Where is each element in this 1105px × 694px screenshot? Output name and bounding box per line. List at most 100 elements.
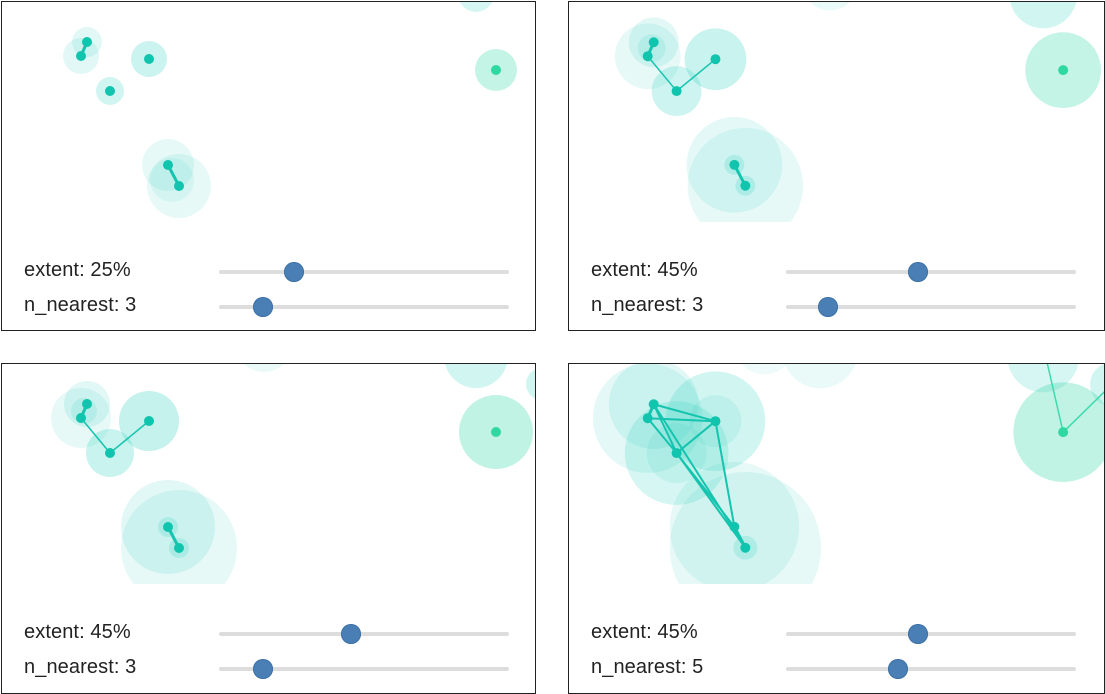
node-halo bbox=[526, 369, 535, 399]
edge bbox=[675, 452, 747, 549]
edge bbox=[646, 55, 678, 92]
node[interactable] bbox=[740, 542, 751, 553]
edge bbox=[652, 403, 747, 549]
node[interactable] bbox=[729, 159, 740, 170]
edge bbox=[80, 417, 111, 454]
n-nearest-slider[interactable] bbox=[219, 659, 509, 679]
edge bbox=[652, 403, 717, 423]
extent-slider-thumb[interactable] bbox=[284, 262, 305, 282]
node[interactable] bbox=[1058, 427, 1069, 438]
extent-slider[interactable] bbox=[786, 262, 1076, 282]
node-halo bbox=[1008, 364, 1079, 393]
n-nearest-label: n_nearest: 5 bbox=[591, 656, 704, 678]
n-nearest-slider-thumb[interactable] bbox=[818, 297, 839, 317]
node[interactable] bbox=[144, 416, 154, 426]
extent-slider[interactable] bbox=[219, 262, 509, 282]
extent-slider[interactable] bbox=[786, 624, 1076, 644]
node-halo bbox=[121, 490, 237, 584]
node-halo bbox=[741, 364, 787, 375]
edge bbox=[652, 403, 678, 455]
panel-1: extent: 25% n_nearest: 3 bbox=[1, 1, 536, 331]
extent-slider-thumb[interactable] bbox=[340, 624, 361, 644]
extent-label: extent: 45% bbox=[591, 259, 698, 281]
extent-value: 45% bbox=[657, 259, 698, 281]
n-nearest-value: 3 bbox=[125, 294, 137, 316]
node[interactable] bbox=[163, 160, 173, 170]
panel-3: extent: 45% n_nearest: 3 bbox=[1, 363, 536, 694]
node[interactable] bbox=[491, 65, 501, 75]
network-visualization bbox=[614, 2, 1102, 222]
node[interactable] bbox=[82, 37, 92, 47]
n-nearest-control: n_nearest: 3 bbox=[24, 291, 514, 321]
node[interactable] bbox=[144, 54, 154, 64]
node[interactable] bbox=[710, 54, 721, 65]
node-halo bbox=[687, 127, 804, 222]
extent-slider-thumb[interactable] bbox=[907, 624, 928, 644]
node[interactable] bbox=[174, 543, 184, 553]
node[interactable] bbox=[174, 181, 184, 191]
n-nearest-slider-thumb[interactable] bbox=[252, 297, 273, 317]
extent-control: extent: 45% bbox=[591, 256, 1081, 286]
node[interactable] bbox=[642, 51, 653, 62]
edge bbox=[1062, 391, 1104, 433]
node[interactable] bbox=[76, 51, 86, 61]
node[interactable] bbox=[1058, 65, 1069, 76]
node-halo bbox=[1010, 2, 1077, 29]
network-visualization bbox=[51, 364, 535, 584]
node[interactable] bbox=[710, 416, 721, 427]
node-halo bbox=[459, 2, 493, 12]
node-halo bbox=[150, 158, 194, 202]
extent-value: 45% bbox=[657, 621, 698, 643]
node[interactable] bbox=[671, 86, 682, 97]
edge bbox=[675, 420, 717, 455]
node-layer bbox=[642, 399, 1069, 553]
node-layer bbox=[642, 37, 1069, 191]
node[interactable] bbox=[740, 180, 751, 191]
node-halo bbox=[445, 364, 507, 388]
n-nearest-control: n_nearest: 3 bbox=[24, 653, 514, 683]
extent-label: extent: 45% bbox=[591, 621, 698, 643]
panel-4: extent: 45% n_nearest: 5 bbox=[568, 363, 1105, 694]
extent-label: extent: 25% bbox=[24, 259, 131, 281]
edge bbox=[646, 417, 678, 455]
node[interactable] bbox=[648, 37, 659, 48]
node[interactable] bbox=[105, 86, 115, 96]
node[interactable] bbox=[491, 427, 501, 437]
edge bbox=[1046, 364, 1064, 433]
node[interactable] bbox=[163, 522, 173, 532]
network-visualization bbox=[592, 364, 1104, 584]
n-nearest-slider[interactable] bbox=[786, 297, 1076, 317]
extent-control: extent: 45% bbox=[591, 618, 1081, 648]
edge bbox=[714, 420, 736, 528]
node-halo bbox=[669, 472, 822, 584]
panel-2: extent: 45% n_nearest: 3 bbox=[568, 1, 1105, 331]
node[interactable] bbox=[729, 521, 740, 532]
n-nearest-value: 3 bbox=[692, 294, 704, 316]
extent-slider[interactable] bbox=[219, 624, 509, 644]
n-nearest-slider[interactable] bbox=[786, 659, 1076, 679]
halo-layer bbox=[63, 2, 517, 218]
n-nearest-label: n_nearest: 3 bbox=[24, 294, 137, 316]
n-nearest-slider[interactable] bbox=[219, 297, 509, 317]
extent-value: 45% bbox=[90, 621, 131, 643]
node-layer bbox=[76, 399, 501, 553]
node[interactable] bbox=[76, 413, 86, 423]
network-visualization bbox=[63, 2, 517, 218]
node[interactable] bbox=[642, 413, 653, 424]
edge bbox=[646, 417, 717, 423]
node[interactable] bbox=[82, 399, 92, 409]
halo-layer bbox=[51, 364, 535, 584]
n-nearest-slider-thumb[interactable] bbox=[252, 659, 273, 679]
node[interactable] bbox=[105, 448, 115, 458]
n-nearest-value: 3 bbox=[125, 656, 137, 678]
halo-layer bbox=[592, 364, 1104, 584]
node-halo bbox=[244, 364, 284, 372]
extent-control: extent: 45% bbox=[24, 618, 514, 648]
node[interactable] bbox=[671, 448, 682, 459]
n-nearest-slider-thumb[interactable] bbox=[887, 659, 908, 679]
edge bbox=[109, 420, 150, 454]
node-halo bbox=[810, 2, 850, 11]
node[interactable] bbox=[648, 399, 659, 410]
node-layer bbox=[76, 37, 501, 191]
extent-slider-thumb[interactable] bbox=[907, 262, 928, 282]
